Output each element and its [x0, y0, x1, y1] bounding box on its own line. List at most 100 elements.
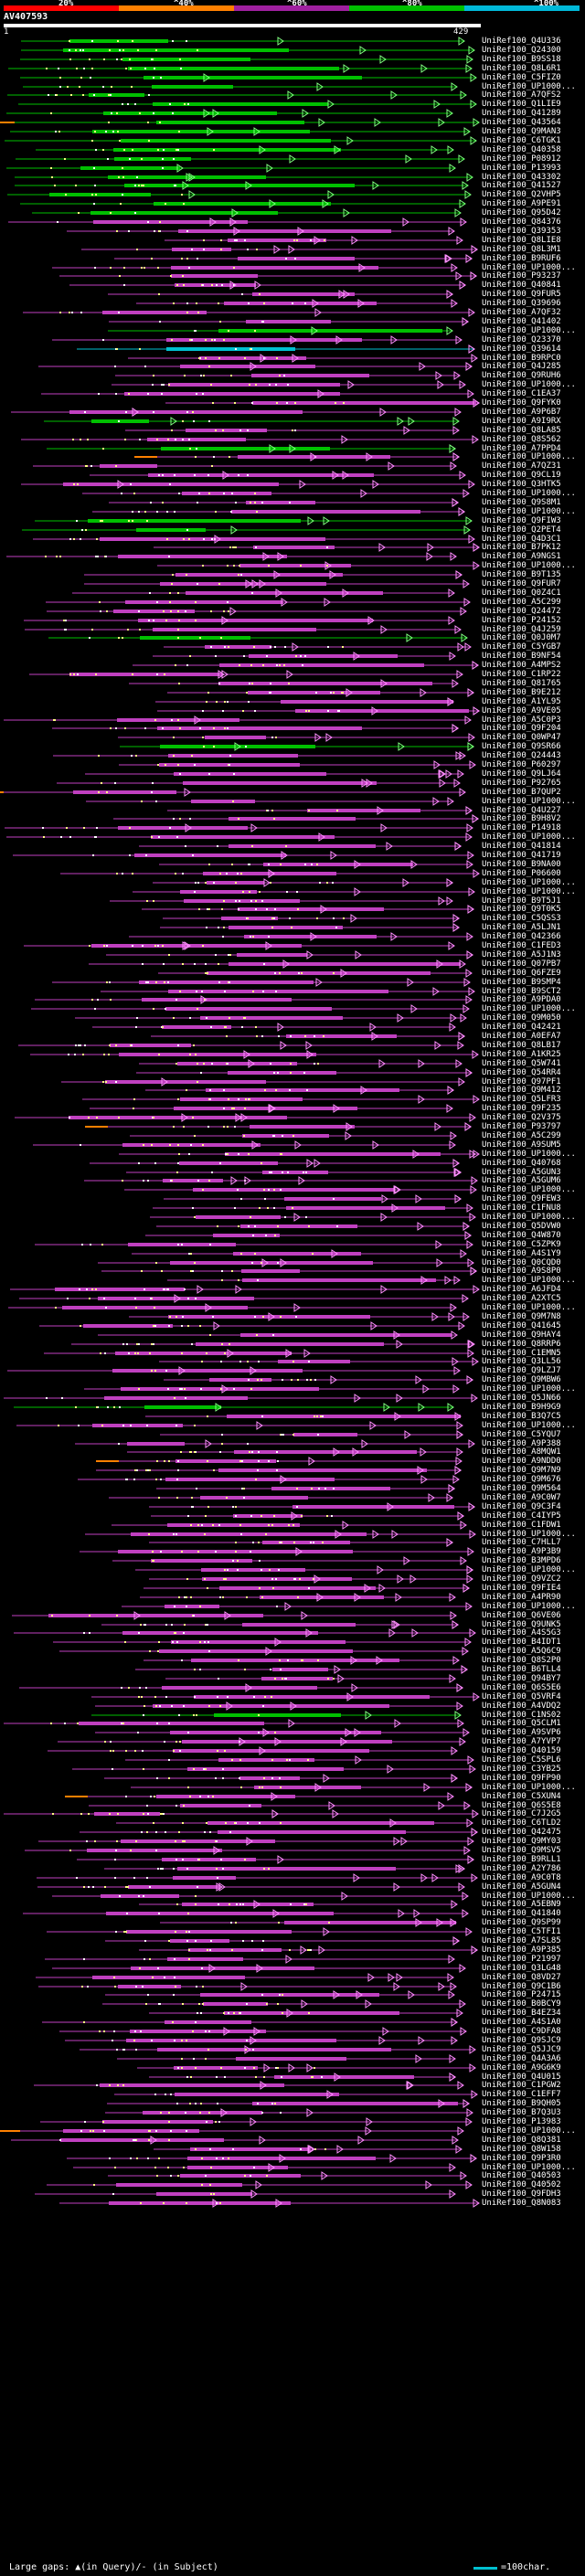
- hit-label[interactable]: UniRef100_Q4U336: [482, 37, 561, 46]
- hit-label[interactable]: UniRef100_Q8W158: [482, 2145, 561, 2154]
- hit-label[interactable]: UniRef100_P60297: [482, 760, 561, 769]
- hit-label[interactable]: UniRef100_UP1000...: [482, 832, 576, 842]
- hit-label[interactable]: UniRef100_P24715: [482, 1990, 561, 1999]
- hit-label[interactable]: UniRef100_Q9SP99: [482, 1918, 561, 1927]
- hit-label[interactable]: UniRef100_B9E212: [482, 688, 561, 697]
- hit-label[interactable]: UniRef100_UP1000...: [482, 263, 576, 272]
- hit-label[interactable]: UniRef100_Q2VHP5: [482, 190, 561, 199]
- hit-label[interactable]: UniRef100_A2XTC5: [482, 1294, 561, 1303]
- hit-label[interactable]: UniRef100_A4VDQ2: [482, 1701, 561, 1711]
- hit-label[interactable]: UniRef100_Q23370: [482, 335, 561, 345]
- hit-label[interactable]: UniRef100_Q9LJ64: [482, 769, 561, 779]
- hit-label[interactable]: UniRef100_Q5LFR3: [482, 1095, 561, 1104]
- hit-label[interactable]: UniRef100_Q54RR4: [482, 1068, 561, 1077]
- hit-label[interactable]: UniRef100_Q39353: [482, 227, 561, 236]
- hit-label[interactable]: UniRef100_C5XUN4: [482, 1792, 561, 1801]
- hit-label[interactable]: UniRef100_B6TLL4: [482, 1665, 561, 1674]
- hit-label[interactable]: UniRef100_Q24472: [482, 607, 561, 616]
- hit-label[interactable]: UniRef100_UP1000...: [482, 1213, 576, 1222]
- hit-label[interactable]: UniRef100_Q94BY7: [482, 1674, 561, 1683]
- hit-label[interactable]: UniRef100_B7QUP2: [482, 788, 561, 797]
- hit-label[interactable]: UniRef100_UP1000...: [482, 1783, 576, 1792]
- hit-label[interactable]: UniRef100_C5FIZ0: [482, 73, 561, 82]
- hit-label[interactable]: UniRef100_A4S1A0: [482, 2018, 561, 2027]
- hit-label[interactable]: UniRef100_B0BCY9: [482, 1999, 561, 2009]
- hit-label[interactable]: UniRef100_Q9SJC9: [482, 2036, 561, 2045]
- hit-label[interactable]: UniRef100_Q9FUR5: [482, 290, 561, 299]
- hit-label[interactable]: UniRef100_Q41289: [482, 109, 561, 118]
- hit-label[interactable]: UniRef100_Q3HTK5: [482, 480, 561, 489]
- hit-label[interactable]: UniRef100_Q40502: [482, 2180, 561, 2189]
- hit-label[interactable]: UniRef100_B9QH05: [482, 2099, 561, 2108]
- hit-label[interactable]: UniRef100_Q5JJC9: [482, 2045, 561, 2054]
- hit-label[interactable]: UniRef100_UP1000...: [482, 887, 576, 896]
- hit-label[interactable]: UniRef100_UP1000...: [482, 452, 576, 461]
- hit-label[interactable]: UniRef100_A7QFS2: [482, 90, 561, 100]
- hit-label[interactable]: UniRef100_B9SS18: [482, 55, 561, 64]
- hit-label[interactable]: UniRef100_Q9S8M1: [482, 498, 561, 507]
- hit-label[interactable]: UniRef100_B3Q7C5: [482, 1412, 561, 1421]
- hit-label[interactable]: UniRef100_UP1000...: [482, 507, 576, 516]
- hit-label[interactable]: UniRef100_Q81765: [482, 679, 561, 688]
- hit-label[interactable]: UniRef100_B4EZ34: [482, 2009, 561, 2018]
- hit-label[interactable]: UniRef100_UP1000...: [482, 1530, 576, 1539]
- hit-label[interactable]: UniRef100_Q40768: [482, 1159, 561, 1168]
- hit-label[interactable]: UniRef100_A7SL85: [482, 1936, 561, 1945]
- hit-label[interactable]: UniRef100_Q41645: [482, 1321, 561, 1330]
- hit-label[interactable]: UniRef100_C7J2G5: [482, 1809, 561, 1818]
- hit-label[interactable]: UniRef100_B9NF54: [482, 652, 561, 661]
- hit-label[interactable]: UniRef100_C1RP22: [482, 670, 561, 679]
- hit-label[interactable]: UniRef100_Q9P3R0: [482, 2154, 561, 2163]
- hit-label[interactable]: UniRef100_Q8L6R1: [482, 64, 561, 73]
- hit-label[interactable]: UniRef100_A7PPD4: [482, 444, 561, 453]
- hit-label[interactable]: UniRef100_P08912: [482, 154, 561, 164]
- hit-label[interactable]: UniRef100_C4IYP5: [482, 1511, 561, 1521]
- hit-label[interactable]: UniRef100_P21997: [482, 1955, 561, 1964]
- hit-label[interactable]: UniRef100_Q8VD27: [482, 1973, 561, 1982]
- hit-label[interactable]: UniRef100_A7YVP7: [482, 1737, 561, 1746]
- hit-label[interactable]: UniRef100_Q43302: [482, 173, 561, 182]
- hit-label[interactable]: UniRef100_A9NDD0: [482, 1457, 561, 1466]
- hit-label[interactable]: UniRef100_Q9CL19: [482, 471, 561, 480]
- hit-label[interactable]: UniRef100_Q4U015: [482, 2072, 561, 2082]
- hit-label[interactable]: UniRef100_Q9C1B6: [482, 1982, 561, 1991]
- hit-label[interactable]: UniRef100_UP1000...: [482, 1185, 576, 1194]
- hit-label[interactable]: UniRef100_UP1000...: [482, 878, 576, 887]
- hit-label[interactable]: UniRef100_A5J1N3: [482, 950, 561, 959]
- hit-label[interactable]: UniRef100_B9H9G9: [482, 1403, 561, 1412]
- hit-label[interactable]: UniRef100_A9P385: [482, 1945, 561, 1955]
- hit-label[interactable]: UniRef100_UP1000...: [482, 82, 576, 91]
- hit-label[interactable]: UniRef100_Q9LZJ7: [482, 1366, 561, 1375]
- hit-label[interactable]: UniRef100_Q9T0K5: [482, 905, 561, 914]
- hit-label[interactable]: UniRef100_C1PGW2: [482, 2081, 561, 2090]
- hit-label[interactable]: UniRef100_C5SPL6: [482, 1755, 561, 1765]
- hit-label[interactable]: UniRef100_Q0Z4C1: [482, 588, 561, 598]
- hit-label[interactable]: UniRef100_C1EFF7: [482, 2090, 561, 2099]
- hit-label[interactable]: UniRef100_B3MPD6: [482, 1556, 561, 1565]
- hit-label[interactable]: UniRef100_Q4U227: [482, 806, 561, 815]
- hit-label[interactable]: UniRef100_A4PR90: [482, 1593, 561, 1602]
- hit-label[interactable]: UniRef100_C5TFI1: [482, 1927, 561, 1936]
- hit-label[interactable]: UniRef100_C1FNU8: [482, 1203, 561, 1213]
- hit-label[interactable]: UniRef100_C5QSS3: [482, 914, 561, 923]
- hit-label[interactable]: UniRef100_A9S8P0: [482, 1267, 561, 1276]
- hit-label[interactable]: UniRef100_P13993: [482, 164, 561, 173]
- hit-label[interactable]: UniRef100_B9RLL1: [482, 1855, 561, 1864]
- hit-label[interactable]: UniRef100_A9P388: [482, 1439, 561, 1448]
- hit-label[interactable]: UniRef100_Q2V375: [482, 1113, 561, 1122]
- hit-label[interactable]: UniRef100_Q9FEW3: [482, 1194, 561, 1203]
- hit-label[interactable]: UniRef100_UP1000...: [482, 380, 576, 389]
- hit-label[interactable]: UniRef100_A9G6K9: [482, 2063, 561, 2072]
- hit-label[interactable]: UniRef100_Q8RRP6: [482, 1340, 561, 1349]
- hit-label[interactable]: UniRef100_UP1000...: [482, 2163, 576, 2172]
- hit-label[interactable]: UniRef100_C6TGK1: [482, 136, 561, 145]
- hit-label[interactable]: UniRef100_Q84376: [482, 217, 561, 227]
- hit-label[interactable]: UniRef100_A9NGS1: [482, 552, 561, 561]
- hit-label[interactable]: UniRef100_A5C299: [482, 598, 561, 607]
- hit-label[interactable]: UniRef100_C5YGB7: [482, 642, 561, 652]
- hit-label[interactable]: UniRef100_Q5CLM1: [482, 1719, 561, 1728]
- hit-label[interactable]: UniRef100_C3YB25: [482, 1765, 561, 1774]
- hit-label[interactable]: UniRef100_P06600: [482, 869, 561, 878]
- hit-label[interactable]: UniRef100_B9RUF6: [482, 254, 561, 263]
- hit-label[interactable]: UniRef100_Q40358: [482, 145, 561, 154]
